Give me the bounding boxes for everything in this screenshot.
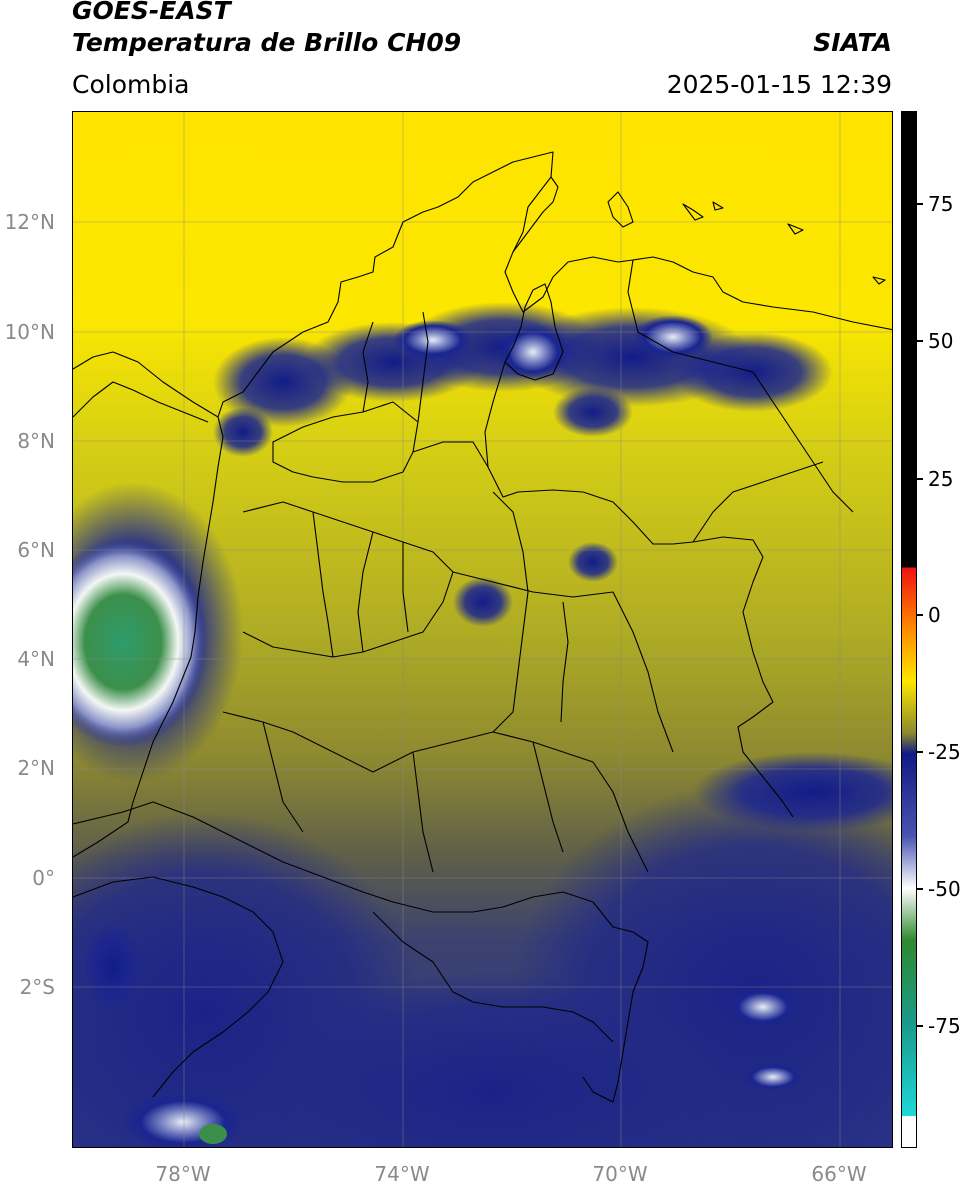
organization-label: SIATA	[813, 28, 892, 57]
pacific-storm-cell	[73, 482, 243, 782]
lat-tick-label: 10°N	[4, 320, 55, 344]
venezuela-interior-borders	[627, 259, 854, 543]
product-title: Temperatura de Brillo CH09	[72, 28, 462, 57]
colorbar-tick-label: 25	[928, 467, 954, 491]
temperature-colorbar	[901, 111, 917, 1148]
coastlines-and-borders	[73, 151, 892, 1103]
maracaibo-lake	[504, 283, 564, 381]
department-borders-north	[272, 311, 489, 483]
colombia-southern-border	[73, 801, 649, 1103]
island-outlines	[607, 191, 886, 285]
timestamp-label: 2025-01-15 12:39	[666, 70, 892, 99]
department-borders-east	[492, 491, 674, 753]
scattered-cloud-tops	[83, 542, 803, 1147]
lat-tick-label: 6°N	[17, 538, 55, 562]
colorbar-tick-label: -75	[928, 1014, 961, 1038]
colorbar-tick	[917, 340, 923, 342]
lat-lon-gridlines	[73, 112, 892, 1147]
colorbar-tick-label: 75	[928, 192, 954, 216]
lat-tick-label: 2°S	[19, 975, 55, 999]
lat-tick-label: 4°N	[17, 647, 55, 671]
colorbar-tick-label: 50	[928, 329, 954, 353]
colorbar-tick	[917, 1025, 923, 1027]
caribbean-coastline	[73, 151, 892, 418]
lat-tick-label: 2°N	[17, 756, 55, 780]
colorbar-tick-label: -25	[928, 740, 961, 764]
region-label: Colombia	[72, 70, 190, 99]
satellite-map[interactable]	[72, 111, 893, 1148]
colorbar-tick	[917, 614, 923, 616]
lon-tick-label: 74°W	[374, 1162, 430, 1186]
lat-tick-label: 0°	[32, 866, 55, 890]
lon-tick-label: 78°W	[155, 1162, 211, 1186]
satellite-title: GOES-EAST	[72, 0, 231, 25]
colorbar-tick	[917, 478, 923, 480]
department-borders-central	[242, 501, 614, 658]
colorbar-tick	[917, 751, 923, 753]
peru-brazil-border	[372, 911, 614, 1043]
colorbar-tick-label: -50	[928, 877, 961, 901]
lat-tick-label: 12°N	[4, 210, 55, 234]
colorbar-tick	[917, 888, 923, 890]
pacific-coastline	[73, 416, 224, 858]
panama-coast	[73, 381, 209, 423]
colombia-venezuela-border	[484, 361, 794, 818]
colorbar-tick	[917, 203, 923, 205]
map-canvas	[73, 112, 892, 1147]
guajira-peninsula	[512, 176, 559, 253]
colorbar-tick-label: 0	[928, 603, 941, 627]
lon-tick-label: 66°W	[811, 1162, 867, 1186]
southern-cloud-region	[73, 752, 892, 1147]
lat-tick-label: 8°N	[17, 429, 55, 453]
lon-tick-label: 70°W	[592, 1162, 648, 1186]
ecuador-border	[73, 876, 284, 1098]
department-borders-south	[222, 711, 649, 873]
